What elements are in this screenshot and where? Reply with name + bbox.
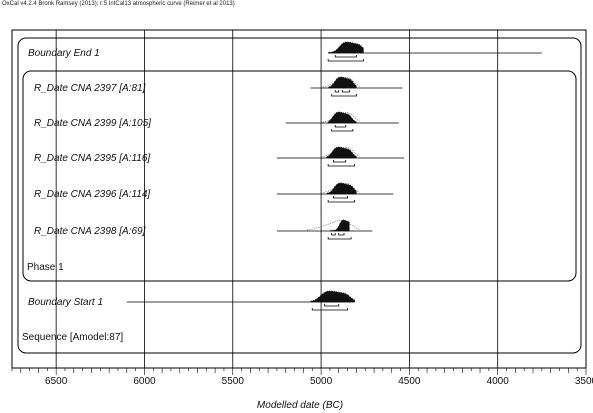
row-label: Phase 1 (27, 262, 64, 273)
row-label: R_Date CNA 2399 [A:105] (34, 118, 151, 129)
chart-header: OxCal v4.2.4 Bronk Ramsey (2013); r:5 In… (2, 1, 235, 7)
row-label: R_Date CNA 2395 [A:116] (34, 153, 150, 164)
distributions (126, 41, 542, 311)
distribution (276, 182, 394, 203)
tick-label: 4500 (398, 376, 421, 387)
row-label: Sequence [Amodel:87] (22, 332, 123, 343)
hpd68-bracket (333, 160, 347, 163)
distribution (327, 41, 542, 62)
sequence-box (17, 37, 582, 354)
hpd68-bracket (341, 90, 350, 93)
hpd68-bracket (334, 125, 347, 128)
row-label: R_Date CNA 2397 [A:81] (34, 83, 146, 94)
hpd68-bracket (324, 304, 340, 307)
distribution (310, 76, 403, 97)
row-labels: Boundary End 1 R_Date CNA 2397 [A:81] R_Da… (22, 48, 151, 343)
gridlines (55, 30, 587, 368)
hpd95-bracket (327, 200, 356, 203)
posterior-fill (310, 290, 355, 303)
tick-label: 3500 (575, 376, 593, 387)
phase-box (22, 70, 577, 282)
tick-label: 4000 (487, 376, 510, 387)
distribution (126, 290, 355, 311)
distribution (285, 111, 399, 132)
row-label: Boundary End 1 (28, 48, 100, 59)
distribution (276, 219, 373, 240)
hpd68-bracket (338, 233, 345, 236)
distribution (276, 146, 405, 167)
posterior-fill (327, 41, 364, 54)
row-label: Boundary Start 1 (28, 297, 103, 308)
x-axis-title: Modelled date (BC) (257, 400, 343, 411)
row-label: R_Date CNA 2396 [A:114] (34, 189, 150, 200)
row-label: R_Date CNA 2398 [A:69] (34, 226, 146, 237)
hpd68-bracket (331, 233, 336, 236)
tick-label: 5500 (222, 376, 245, 387)
hpd95-bracket (327, 164, 356, 167)
posterior-fill (327, 111, 357, 124)
hpd68-bracket (333, 196, 348, 199)
hpd95-bracket (331, 94, 357, 97)
hpd68-bracket (334, 90, 340, 93)
tick-label: 6000 (133, 376, 156, 387)
hpd95-bracket (311, 308, 348, 311)
hpd95-bracket (327, 237, 352, 240)
posterior-fill (326, 182, 357, 195)
tick-label: 5000 (310, 376, 333, 387)
posterior-fill (326, 146, 357, 159)
hpd68-bracket (334, 55, 357, 58)
posterior-fill (329, 219, 350, 232)
hpd95-bracket (331, 129, 354, 132)
posterior-fill (327, 76, 357, 89)
x-axis: 6500 6000 5500 5000 4500 4000 3500 (11, 368, 593, 387)
tick-label: 6500 (45, 376, 68, 387)
hpd95-bracket (327, 59, 364, 62)
prior-outline (306, 220, 361, 231)
plot-border (11, 29, 587, 369)
plot-frame (11, 29, 587, 369)
